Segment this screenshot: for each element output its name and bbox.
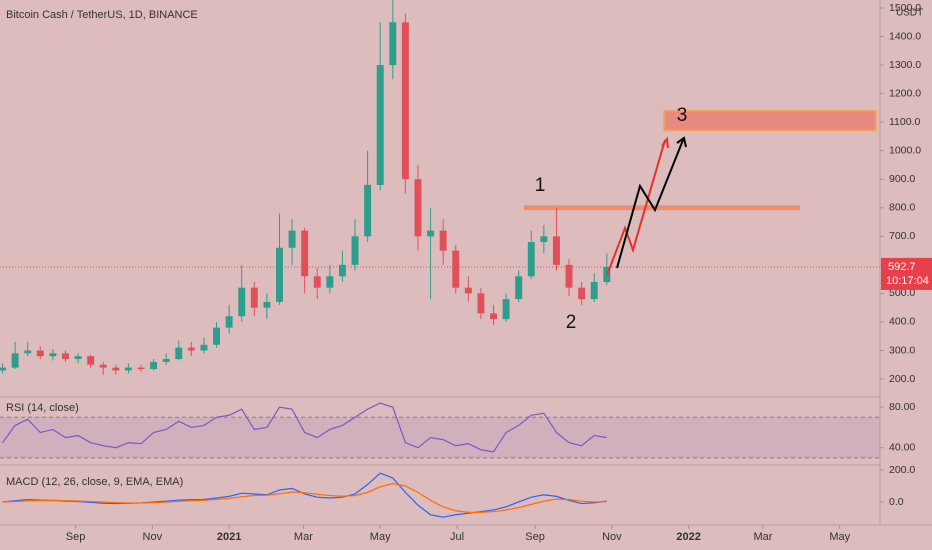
candle-body bbox=[464, 287, 472, 294]
candle-body bbox=[99, 364, 107, 368]
candle-body bbox=[565, 264, 573, 288]
candle-body bbox=[389, 22, 397, 66]
candle-body bbox=[376, 65, 384, 185]
candle-body bbox=[502, 299, 510, 320]
candle-body bbox=[552, 236, 560, 265]
x-tick-label: Sep bbox=[525, 531, 545, 543]
y-tick-label: 40.00 bbox=[889, 442, 915, 454]
rsi-band bbox=[0, 417, 880, 458]
candle-body bbox=[578, 287, 586, 300]
unit-label: USDT bbox=[896, 8, 923, 19]
candle-body bbox=[112, 367, 120, 371]
candle-body bbox=[515, 276, 523, 300]
candle-body bbox=[150, 361, 158, 370]
candle-body bbox=[162, 359, 170, 362]
candle-body bbox=[213, 327, 220, 345]
macd-title: MACD (12, 26, close, 9, EMA, EMA) bbox=[6, 476, 183, 488]
y-tick-label: 400.0 bbox=[889, 316, 915, 328]
arrow-head bbox=[676, 136, 687, 148]
candle-body bbox=[364, 184, 372, 237]
last-price-label: 592.7 bbox=[888, 261, 916, 273]
candle-body bbox=[24, 350, 32, 354]
candle-body bbox=[49, 353, 57, 357]
x-tick-label: Mar bbox=[294, 531, 313, 543]
y-tick-label: 1200.0 bbox=[889, 87, 921, 99]
target-zone bbox=[663, 109, 877, 132]
y-tick-label: 80.00 bbox=[889, 401, 915, 413]
candle-body bbox=[326, 276, 334, 288]
candle-body bbox=[452, 250, 460, 288]
drawn-arrow bbox=[606, 139, 666, 276]
candle-body bbox=[351, 236, 359, 265]
last-price-box bbox=[881, 257, 932, 290]
candle-body bbox=[414, 179, 422, 237]
candle-body bbox=[540, 236, 548, 243]
candle-body bbox=[527, 242, 535, 277]
y-tick-label: 1100.0 bbox=[889, 116, 920, 128]
candle-body bbox=[490, 313, 497, 320]
x-tick-label: Nov bbox=[602, 531, 622, 543]
y-tick-label: 1300.0 bbox=[889, 59, 921, 71]
y-tick-label: 200.0 bbox=[889, 373, 915, 385]
x-tick-label: 2021 bbox=[217, 531, 241, 543]
chart-title: Bitcoin Cash / TetherUS, 1D, BINANCE bbox=[6, 9, 198, 21]
candle-body bbox=[288, 230, 296, 248]
x-tick-label: Mar bbox=[753, 531, 772, 543]
x-tick-label: May bbox=[829, 531, 850, 543]
x-tick-label: Jul bbox=[450, 531, 464, 543]
candle-body bbox=[200, 344, 208, 351]
indicator-line bbox=[2, 402, 607, 453]
y-tick-label: 300.0 bbox=[889, 344, 915, 356]
candle-body bbox=[301, 230, 309, 277]
wave-label: 2 bbox=[566, 312, 577, 333]
candle-body bbox=[338, 264, 346, 277]
candle-body bbox=[74, 356, 82, 360]
x-tick-label: May bbox=[370, 531, 391, 543]
candle-body bbox=[225, 316, 233, 328]
arrow-head bbox=[661, 136, 669, 149]
y-tick-label: 0.0 bbox=[889, 496, 904, 508]
candle-body bbox=[263, 301, 271, 308]
x-tick-label: 2022 bbox=[676, 531, 700, 543]
y-tick-label: 500.0 bbox=[889, 287, 915, 299]
countdown-label: 10:17:04 bbox=[886, 275, 929, 287]
candle-body bbox=[187, 347, 195, 351]
candle-body bbox=[137, 367, 145, 370]
candle-body bbox=[238, 287, 246, 317]
candle-body bbox=[36, 350, 44, 357]
candle-body bbox=[0, 367, 6, 371]
y-tick-label: 200.0 bbox=[889, 464, 915, 476]
y-tick-label: 1500.0 bbox=[889, 2, 921, 14]
x-tick-label: Nov bbox=[143, 531, 163, 543]
drawn-arrow bbox=[616, 139, 684, 269]
candle-body bbox=[427, 230, 435, 237]
rsi-title: RSI (14, close) bbox=[6, 402, 79, 414]
candle-body bbox=[62, 353, 69, 360]
candle-body bbox=[477, 293, 485, 314]
y-tick-label: 1000.0 bbox=[889, 144, 921, 156]
candle-body bbox=[250, 287, 258, 308]
candle-body bbox=[439, 230, 447, 251]
indicator-line bbox=[2, 472, 607, 518]
candle-body bbox=[87, 356, 95, 365]
y-tick-label: 700.0 bbox=[889, 230, 915, 242]
wave-label: 1 bbox=[535, 175, 546, 196]
candle-body bbox=[11, 353, 19, 368]
candle-body bbox=[401, 22, 409, 180]
candle-body bbox=[276, 247, 283, 302]
y-tick-label: 900.0 bbox=[889, 173, 915, 185]
candle-body bbox=[175, 347, 183, 360]
x-tick-label: Sep bbox=[66, 531, 86, 543]
indicator-line bbox=[2, 482, 607, 513]
candle-body bbox=[313, 276, 321, 288]
candle-body bbox=[124, 367, 132, 371]
y-tick-label: 1400.0 bbox=[889, 30, 921, 42]
y-tick-label: 800.0 bbox=[889, 202, 915, 214]
candle-body bbox=[590, 281, 598, 300]
wave-label: 3 bbox=[677, 105, 688, 126]
